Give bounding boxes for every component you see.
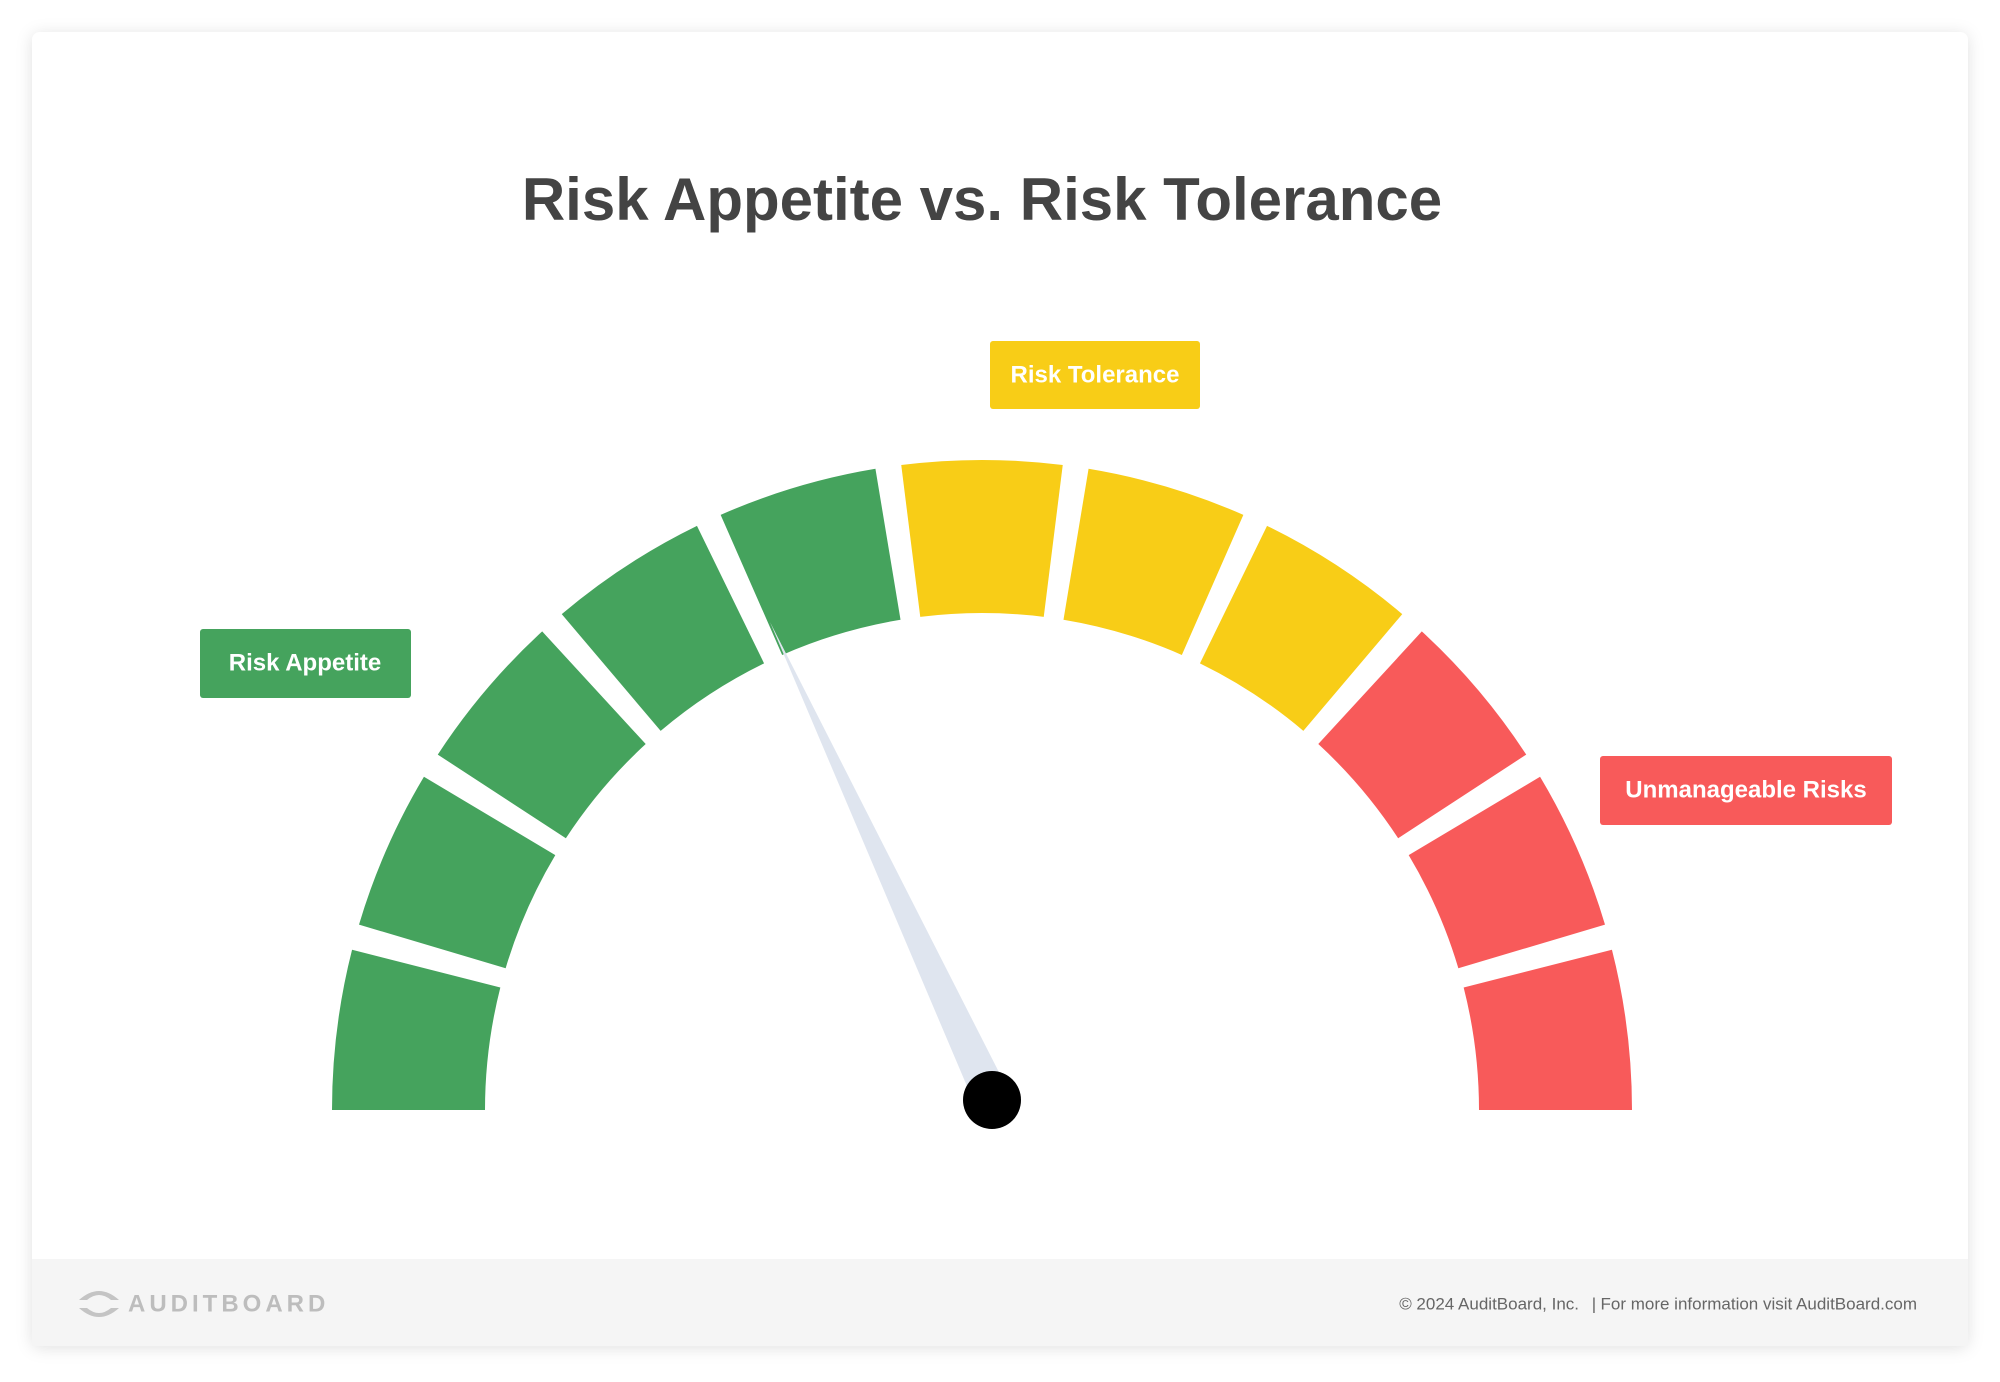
gauge-segment [437, 631, 646, 839]
label: Risk Tolerance [1011, 361, 1180, 388]
gauge-segment [1318, 631, 1527, 839]
needle-hub [963, 1071, 1021, 1129]
gauge-segment [1063, 468, 1244, 655]
logo-icon [79, 1291, 119, 1317]
gauge-segment [359, 776, 556, 969]
gauge-segment [1463, 949, 1632, 1110]
footer-info: For more information visit AuditBoard.co… [1600, 1294, 1917, 1313]
gauge-segment [332, 949, 501, 1110]
separator: | [1592, 1294, 1596, 1313]
gauge-segment [1199, 525, 1403, 731]
label: Unmanageable Risks [1625, 776, 1866, 803]
label-box [1600, 756, 1892, 825]
needle [770, 622, 1008, 1105]
title: Risk Appetite vs. Risk Tolerance [522, 166, 1442, 233]
logo: AUDITBOARD [128, 1290, 329, 1317]
label-box [990, 341, 1200, 409]
gauge-segment [901, 460, 1063, 617]
gauge-segment [1408, 776, 1605, 969]
footer-band [32, 1259, 1968, 1346]
gauge-segment [720, 468, 901, 655]
copyright: © 2024 AuditBoard, Inc. [1399, 1294, 1579, 1313]
gauge-segment [561, 525, 765, 731]
gauge [332, 460, 1632, 1110]
label-box [200, 629, 411, 698]
label: Risk Appetite [229, 649, 381, 676]
